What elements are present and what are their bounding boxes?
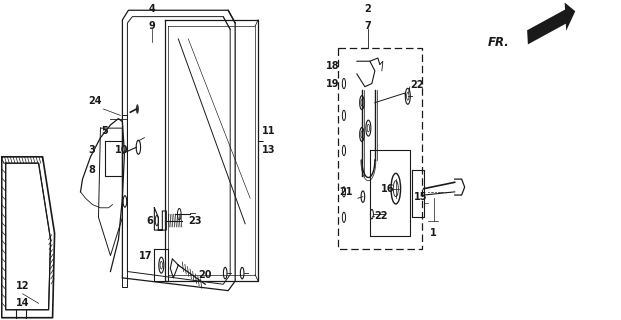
Text: 22: 22 [410,80,424,90]
Text: 7: 7 [365,20,371,30]
Text: 3: 3 [89,146,96,156]
Text: 20: 20 [198,270,212,280]
Text: 9: 9 [149,20,156,30]
Text: 18: 18 [326,61,340,71]
Text: 6: 6 [147,216,153,226]
Text: 24: 24 [88,96,101,106]
Text: 23: 23 [188,216,202,226]
Text: 22: 22 [374,211,388,221]
Text: 4: 4 [149,4,156,14]
Text: 15: 15 [414,192,427,202]
Text: 19: 19 [327,79,340,89]
Text: FR.: FR. [488,36,510,49]
Circle shape [136,104,139,114]
FancyArrow shape [527,3,575,44]
Text: 5: 5 [102,126,109,136]
Text: 10: 10 [114,146,128,156]
Text: 1: 1 [430,228,437,238]
Text: 14: 14 [16,298,29,308]
Text: 12: 12 [16,281,29,291]
Text: 21: 21 [340,187,353,197]
Text: 16: 16 [381,184,395,194]
Text: 17: 17 [139,251,152,260]
Text: 13: 13 [262,146,276,156]
Text: 11: 11 [262,126,276,136]
Text: 8: 8 [89,164,96,174]
Text: 2: 2 [365,4,371,14]
